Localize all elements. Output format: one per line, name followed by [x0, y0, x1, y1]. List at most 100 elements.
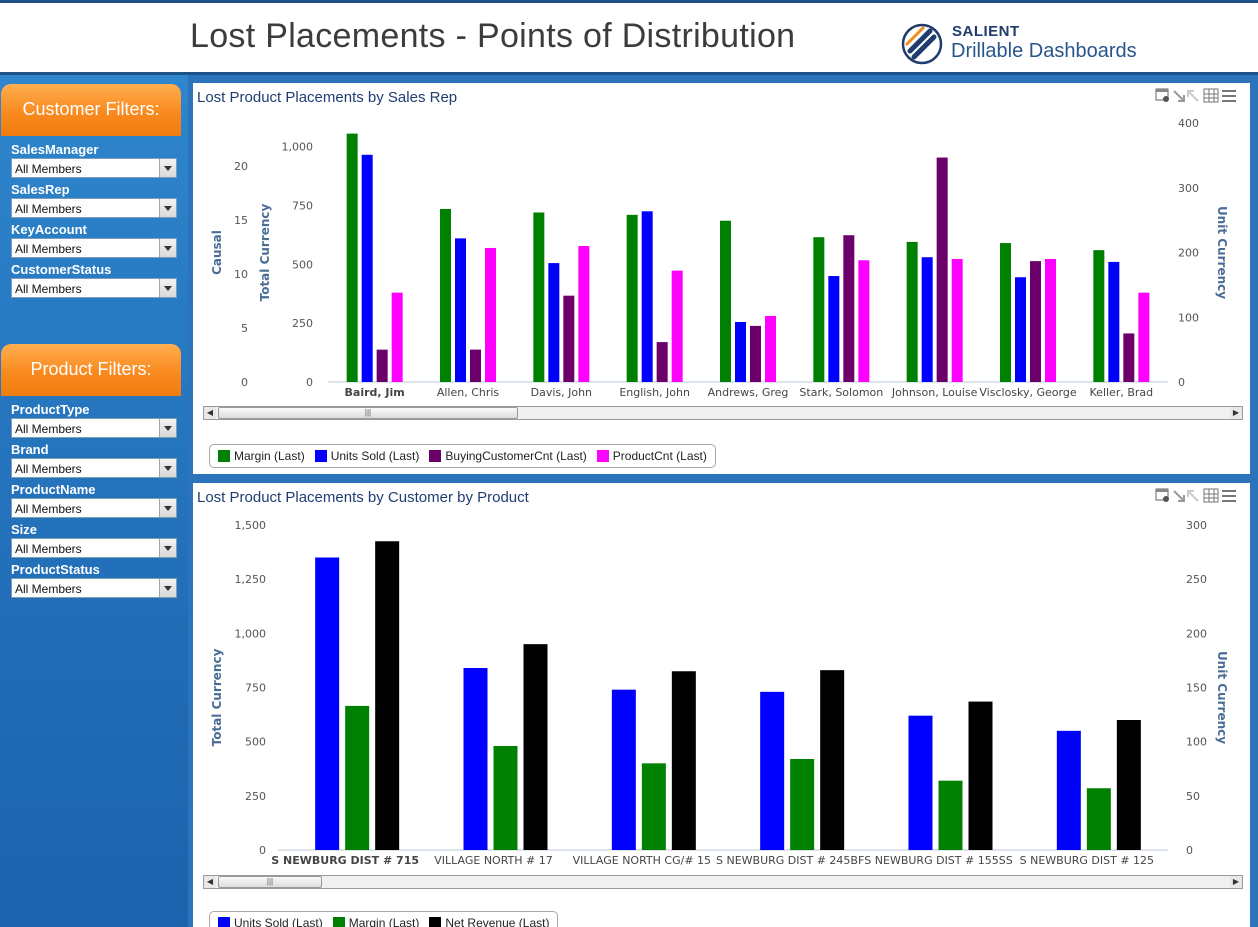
keyaccount-select[interactable]: All Members — [11, 238, 177, 258]
dropdown-arrow-icon[interactable] — [159, 199, 176, 217]
x-tick-label: Stark, Solomon — [799, 386, 883, 399]
y-tick-label: 0 — [306, 376, 313, 389]
scroll-left-icon[interactable]: ◀ — [204, 407, 216, 419]
dropdown-arrow-icon[interactable] — [159, 539, 176, 557]
select-value: All Members — [15, 542, 82, 556]
drill-up-icon[interactable] — [1187, 90, 1199, 102]
bar — [820, 670, 845, 850]
dropdown-arrow-icon[interactable] — [159, 159, 176, 177]
dropdown-arrow-icon[interactable] — [159, 459, 176, 477]
bar — [906, 241, 918, 382]
chart-options-icon[interactable] — [1155, 88, 1169, 102]
x-tick-label: S NEWBURG DIST # 715 — [271, 854, 419, 867]
menu-icon[interactable] — [1222, 90, 1236, 102]
y-tick-label: 200 — [1186, 627, 1207, 640]
bar — [938, 780, 963, 850]
select-value: All Members — [15, 202, 82, 216]
dropdown-arrow-icon[interactable] — [159, 419, 176, 437]
bar — [1086, 788, 1111, 850]
drill-down-icon[interactable] — [1173, 490, 1185, 502]
legend-item[interactable]: Margin (Last) — [332, 916, 419, 927]
y-tick-label: 250 — [292, 317, 313, 330]
bar — [750, 325, 761, 382]
x-tick-label: Visclosky, George — [979, 386, 1076, 399]
legend-item[interactable]: BuyingCustomerCnt (Last) — [429, 449, 587, 463]
bar — [626, 214, 638, 382]
scroll-left-icon[interactable]: ◀ — [204, 876, 216, 888]
customer-product-bar-chart: 0 250 500 750 1,000 1,250 1,500 Total Currency 0… — [210, 519, 1229, 867]
y-axis-title: Unit Currency — [1215, 651, 1229, 744]
grid-view-icon[interactable] — [1203, 88, 1219, 103]
legend-item[interactable]: Units Sold (Last) — [218, 916, 323, 927]
product-filters-title: Product Filters: — [1, 344, 181, 396]
x-tick-label: S NEWBURG DIST # 245BF — [716, 854, 864, 867]
bar — [563, 295, 575, 382]
dropdown-arrow-icon[interactable] — [159, 279, 176, 297]
panel-toolbar — [1155, 488, 1236, 503]
bar — [790, 759, 815, 850]
y-tick-label: 0 — [241, 376, 248, 389]
bar — [391, 292, 403, 382]
scroll-right-icon[interactable]: ▶ — [1230, 876, 1242, 888]
legend-swatch — [429, 917, 442, 927]
bar — [843, 235, 855, 382]
salesmanager-select[interactable]: All Members — [11, 158, 177, 178]
filter-label-keyaccount: KeyAccount — [11, 222, 87, 237]
select-value: All Members — [15, 462, 82, 476]
bar — [858, 260, 870, 382]
productstatus-select[interactable]: All Members — [11, 578, 177, 598]
scroll-right-icon[interactable]: ▶ — [1230, 407, 1242, 419]
bar — [951, 258, 963, 382]
x-tick-label: VILLAGE NORTH # 17 — [434, 854, 553, 867]
legend-item[interactable]: Units Sold (Last) — [314, 449, 420, 463]
customerstatus-select[interactable]: All Members — [11, 278, 177, 298]
drill-down-icon[interactable] — [1173, 90, 1185, 102]
legend-swatch — [218, 450, 230, 462]
select-value: All Members — [15, 162, 82, 176]
bar — [641, 211, 653, 382]
filter-label-customerstatus: CustomerStatus — [11, 262, 112, 277]
y-tick-label: 0 — [259, 844, 266, 857]
drill-up-icon[interactable] — [1187, 490, 1199, 502]
legend-item[interactable]: ProductCnt (Last) — [596, 449, 707, 463]
bar — [345, 705, 370, 850]
logo-name: SALIENT — [952, 23, 1020, 40]
select-value: All Members — [15, 242, 82, 256]
y-tick-label: 0 — [1186, 844, 1193, 857]
bar — [921, 257, 933, 382]
menu-icon[interactable] — [1222, 490, 1236, 502]
x-tick-label: Allen, Chris — [437, 386, 500, 399]
y-tick-label: 1,000 — [235, 627, 267, 640]
bar — [1000, 243, 1011, 382]
salesrep-select[interactable]: All Members — [11, 198, 177, 218]
bar — [1108, 261, 1120, 382]
salient-logo-icon — [901, 23, 943, 65]
size-select[interactable]: All Members — [11, 538, 177, 558]
horizontal-scrollbar[interactable]: ◀ ||| ▶ — [203, 875, 1243, 889]
productname-select[interactable]: All Members — [11, 498, 177, 518]
x-tick-label: VILLAGE NORTH CG/# 15 — [573, 854, 711, 867]
brand-select[interactable]: All Members — [11, 458, 177, 478]
legend-label: Units Sold (Last) — [330, 449, 420, 463]
y-tick-label: 15 — [234, 214, 248, 227]
scroll-thumb[interactable]: ||| — [218, 876, 322, 888]
y-tick-label: 750 — [292, 199, 313, 212]
chart-options-icon[interactable] — [1155, 488, 1169, 502]
horizontal-scrollbar[interactable]: ◀ ||| ▶ — [203, 406, 1243, 420]
dropdown-arrow-icon[interactable] — [159, 239, 176, 257]
customer-filters-title: Customer Filters: — [1, 84, 181, 136]
logo-tagline: Drillable Dashboards — [951, 40, 1137, 62]
filter-label-salesmanager: SalesManager — [11, 142, 99, 157]
dropdown-arrow-icon[interactable] — [159, 499, 176, 517]
bar — [1093, 250, 1105, 382]
dropdown-arrow-icon[interactable] — [159, 579, 176, 597]
scroll-thumb[interactable]: ||| — [218, 407, 518, 419]
grid-view-icon[interactable] — [1203, 488, 1219, 503]
y-tick-label: 0 — [1178, 376, 1185, 389]
x-tick-label: S NEWBURG DIST # 125 — [1020, 854, 1154, 867]
bar — [1045, 258, 1056, 382]
legend-item[interactable]: Margin (Last) — [218, 449, 305, 463]
legend-item[interactable]: Net Revenue (Last) — [429, 916, 549, 927]
producttype-select[interactable]: All Members — [11, 418, 177, 438]
bar — [533, 212, 545, 382]
